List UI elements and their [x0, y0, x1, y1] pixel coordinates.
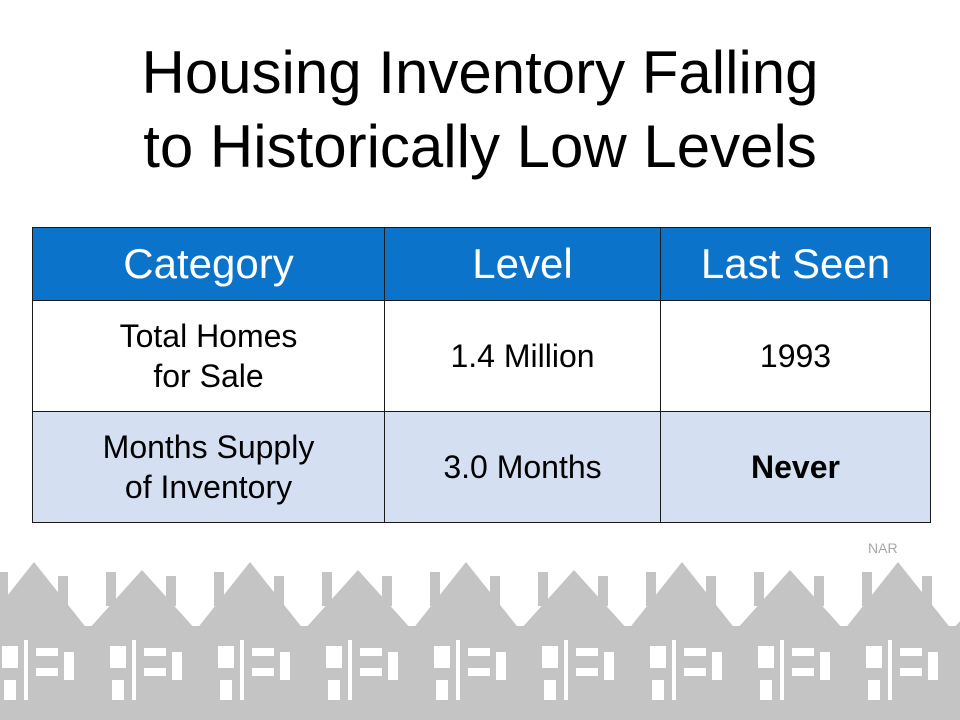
table-header-row: Category Level Last Seen: [32, 227, 931, 301]
inventory-table: Category Level Last Seen Total Homes for…: [32, 227, 931, 523]
header-last-seen: Last Seen: [660, 227, 931, 301]
last-seen-cell: Never: [660, 411, 931, 523]
house-row-icon: [0, 562, 960, 720]
category-line-2: of Inventory: [124, 469, 293, 505]
table-row: Total Homes for Sale 1.4 Million 1993: [32, 300, 931, 412]
category-line-2: for Sale: [153, 358, 264, 394]
category-line-1: Months Supply: [102, 429, 315, 465]
category-cell: Total Homes for Sale: [32, 300, 385, 412]
last-seen-cell: 1993: [660, 300, 931, 412]
level-cell: 3.0 Months: [384, 411, 661, 523]
category-line-1: Total Homes: [119, 318, 298, 354]
title-line-1: Housing Inventory Falling: [141, 39, 819, 106]
header-category: Category: [32, 227, 385, 301]
slide-title: Housing Inventory Falling to Historicall…: [0, 36, 960, 184]
level-cell: 1.4 Million: [384, 300, 661, 412]
table-row: Months Supply of Inventory 3.0 Months Ne…: [32, 411, 931, 523]
title-line-2: to Historically Low Levels: [143, 113, 817, 180]
source-label: NAR: [868, 540, 898, 556]
category-cell: Months Supply of Inventory: [32, 411, 385, 523]
header-level: Level: [384, 227, 661, 301]
